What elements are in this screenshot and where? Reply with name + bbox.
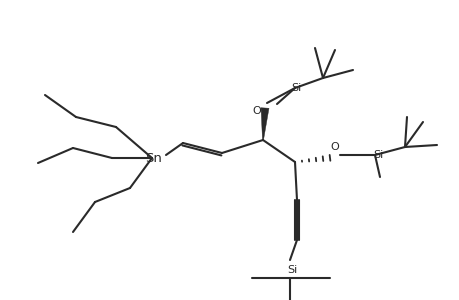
Text: O: O: [252, 106, 261, 116]
Text: Si: Si: [290, 83, 301, 93]
Text: Si: Si: [372, 150, 382, 160]
Polygon shape: [260, 108, 269, 140]
Text: Si: Si: [286, 265, 297, 275]
Text: Sn: Sn: [145, 152, 162, 164]
Text: O: O: [330, 142, 339, 152]
